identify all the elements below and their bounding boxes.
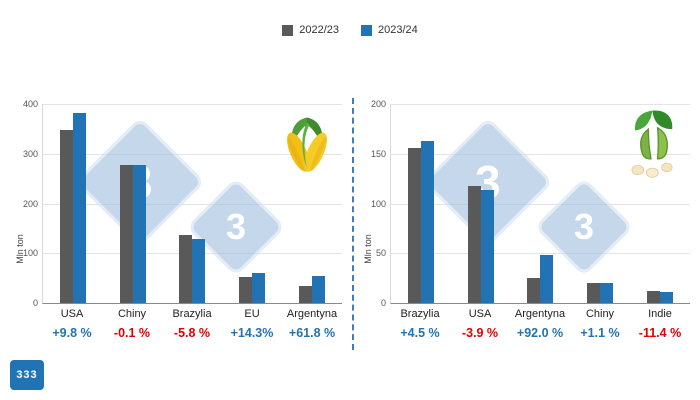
bar-group-brazylia xyxy=(163,104,223,303)
bar-group-usa xyxy=(43,104,103,303)
category-labels: USA Chiny Brazylia EU Argentyna xyxy=(42,308,342,320)
chart-divider xyxy=(352,98,354,350)
category-label: Argentyna xyxy=(514,308,566,320)
chart-legend: 2022/23 2023/24 xyxy=(0,24,700,36)
legend-item-2022-23: 2022/23 xyxy=(282,24,339,36)
y-tick-label: 0 xyxy=(380,298,386,308)
bar-2022/23 xyxy=(239,277,253,303)
soybean-icon xyxy=(631,110,673,178)
bar-group-chiny xyxy=(570,104,630,303)
change-labels: +9.8 % -0.1 % -5.8 % +14.3% +61.8 % xyxy=(42,326,342,340)
change-label: +14.3% xyxy=(230,326,274,340)
y-tick-label: 0 xyxy=(32,298,38,308)
category-label: EU xyxy=(244,308,260,320)
y-tick-label: 200 xyxy=(370,99,386,109)
bar-2023/24 xyxy=(600,282,614,303)
legend-item-2023-24: 2023/24 xyxy=(361,24,418,36)
bar-group-eu xyxy=(222,104,282,303)
category-label: USA xyxy=(60,308,84,320)
change-label: +92.0 % xyxy=(516,326,564,340)
change-label: +4.5 % xyxy=(400,326,440,340)
bar-2022/23 xyxy=(119,165,133,303)
y-tick-label: 400 xyxy=(22,99,38,109)
change-label: -11.4 % xyxy=(638,326,682,340)
category-label: USA xyxy=(468,308,492,320)
bar-group-chiny xyxy=(103,104,163,303)
bar-group-indie xyxy=(630,104,690,303)
bar-2023/24 xyxy=(252,273,266,303)
change-labels: +4.5 % -3.9 % +92.0 % +1.1 % -11.4 % xyxy=(390,326,690,340)
y-tick-label: 100 xyxy=(22,248,38,259)
change-label: -3.9 % xyxy=(461,326,499,340)
bar-2023/24 xyxy=(192,238,206,303)
category-label: Indie xyxy=(648,308,672,320)
category-label: Brazylia xyxy=(400,308,440,320)
bar-2023/24 xyxy=(480,190,494,303)
y-tick-label: 300 xyxy=(22,148,38,159)
change-label: +1.1 % xyxy=(580,326,620,340)
bar-group-argentyna xyxy=(511,104,571,303)
change-label: +9.8 % xyxy=(52,326,92,340)
gridline xyxy=(43,104,342,105)
legend-swatch-blue xyxy=(361,24,372,36)
y-tick-label: 100 xyxy=(370,198,386,209)
bar-2022/23 xyxy=(407,147,421,303)
bar-2022/23 xyxy=(647,290,661,303)
category-label: Chiny xyxy=(117,308,147,320)
y-axis-title: Mln ton xyxy=(363,234,373,264)
change-label: -0.1 % xyxy=(113,326,151,340)
bar-2022/23 xyxy=(467,185,481,303)
bar-2022/23 xyxy=(527,278,541,303)
bar-2023/24 xyxy=(132,165,146,303)
category-label: Argentyna xyxy=(286,308,338,320)
bar-2023/24 xyxy=(420,140,434,303)
bar-2022/23 xyxy=(299,286,313,303)
bar-group-usa xyxy=(451,104,511,303)
gridline xyxy=(391,104,690,105)
bar-2023/24 xyxy=(312,275,326,303)
category-labels: Brazylia USA Argentyna Chiny Indie xyxy=(390,308,690,320)
category-label: Chiny xyxy=(585,308,615,320)
legend-label: 2023/24 xyxy=(378,24,418,36)
category-label: Brazylia xyxy=(172,308,212,320)
y-tick-label: 50 xyxy=(375,248,386,259)
bar-group-argentyna xyxy=(282,104,342,303)
bar-group-brazylia xyxy=(391,104,451,303)
y-tick-label: 200 xyxy=(22,198,38,209)
change-label: -5.8 % xyxy=(173,326,211,340)
bar-2023/24 xyxy=(72,112,86,303)
bar-2022/23 xyxy=(179,234,193,303)
change-label: +61.8 % xyxy=(288,326,336,340)
bar-2023/24 xyxy=(660,292,674,303)
pig333-logo: 333 xyxy=(10,360,44,390)
legend-swatch-gray xyxy=(282,24,294,36)
corn-icon xyxy=(287,117,327,172)
bar-2022/23 xyxy=(59,129,73,303)
soybean-production-chart: Mln ton 3 3 0 50 100 150 200 Brazylia USA Arge… xyxy=(354,99,694,366)
legend-label: 2022/23 xyxy=(299,24,339,36)
y-tick-label: 150 xyxy=(370,148,386,159)
bar-2022/23 xyxy=(587,282,601,303)
bar-2023/24 xyxy=(540,255,554,303)
plot-area: 3 3 0 50 100 150 200 xyxy=(371,99,690,308)
